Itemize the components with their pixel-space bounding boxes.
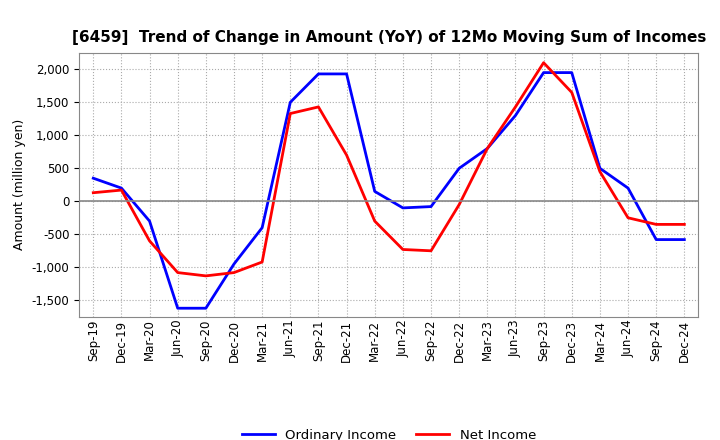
Net Income	[314, 104, 323, 110]
Line: Net Income: Net Income	[94, 62, 684, 276]
Net Income	[342, 152, 351, 158]
Net Income	[567, 90, 576, 95]
Net Income	[652, 222, 660, 227]
Ordinary Income	[399, 205, 408, 210]
Net Income	[455, 202, 464, 207]
Net Income	[117, 187, 126, 193]
Ordinary Income	[258, 225, 266, 231]
Title: [6459]  Trend of Change in Amount (YoY) of 12Mo Moving Sum of Incomes: [6459] Trend of Change in Amount (YoY) o…	[71, 29, 706, 45]
Ordinary Income	[539, 70, 548, 75]
Net Income	[427, 248, 436, 253]
Net Income	[680, 222, 688, 227]
Ordinary Income	[595, 165, 604, 171]
Ordinary Income	[455, 165, 464, 171]
Ordinary Income	[286, 99, 294, 105]
Ordinary Income	[314, 71, 323, 77]
Ordinary Income	[202, 305, 210, 311]
Ordinary Income	[117, 186, 126, 191]
Ordinary Income	[342, 71, 351, 77]
Y-axis label: Amount (million yen): Amount (million yen)	[13, 119, 26, 250]
Net Income	[483, 146, 492, 151]
Ordinary Income	[427, 204, 436, 209]
Net Income	[145, 238, 154, 243]
Net Income	[258, 259, 266, 264]
Ordinary Income	[511, 113, 520, 118]
Ordinary Income	[567, 70, 576, 75]
Line: Ordinary Income: Ordinary Income	[94, 73, 684, 308]
Ordinary Income	[230, 261, 238, 267]
Ordinary Income	[89, 176, 98, 181]
Net Income	[539, 60, 548, 65]
Ordinary Income	[174, 305, 182, 311]
Net Income	[89, 190, 98, 195]
Ordinary Income	[145, 218, 154, 224]
Ordinary Income	[652, 237, 660, 242]
Ordinary Income	[680, 237, 688, 242]
Net Income	[174, 270, 182, 275]
Net Income	[370, 218, 379, 224]
Net Income	[511, 104, 520, 110]
Ordinary Income	[483, 146, 492, 151]
Net Income	[399, 247, 408, 252]
Net Income	[286, 111, 294, 116]
Legend: Ordinary Income, Net Income: Ordinary Income, Net Income	[236, 424, 541, 440]
Net Income	[202, 273, 210, 279]
Net Income	[595, 169, 604, 174]
Ordinary Income	[370, 189, 379, 194]
Net Income	[624, 215, 632, 220]
Net Income	[230, 270, 238, 275]
Ordinary Income	[624, 186, 632, 191]
